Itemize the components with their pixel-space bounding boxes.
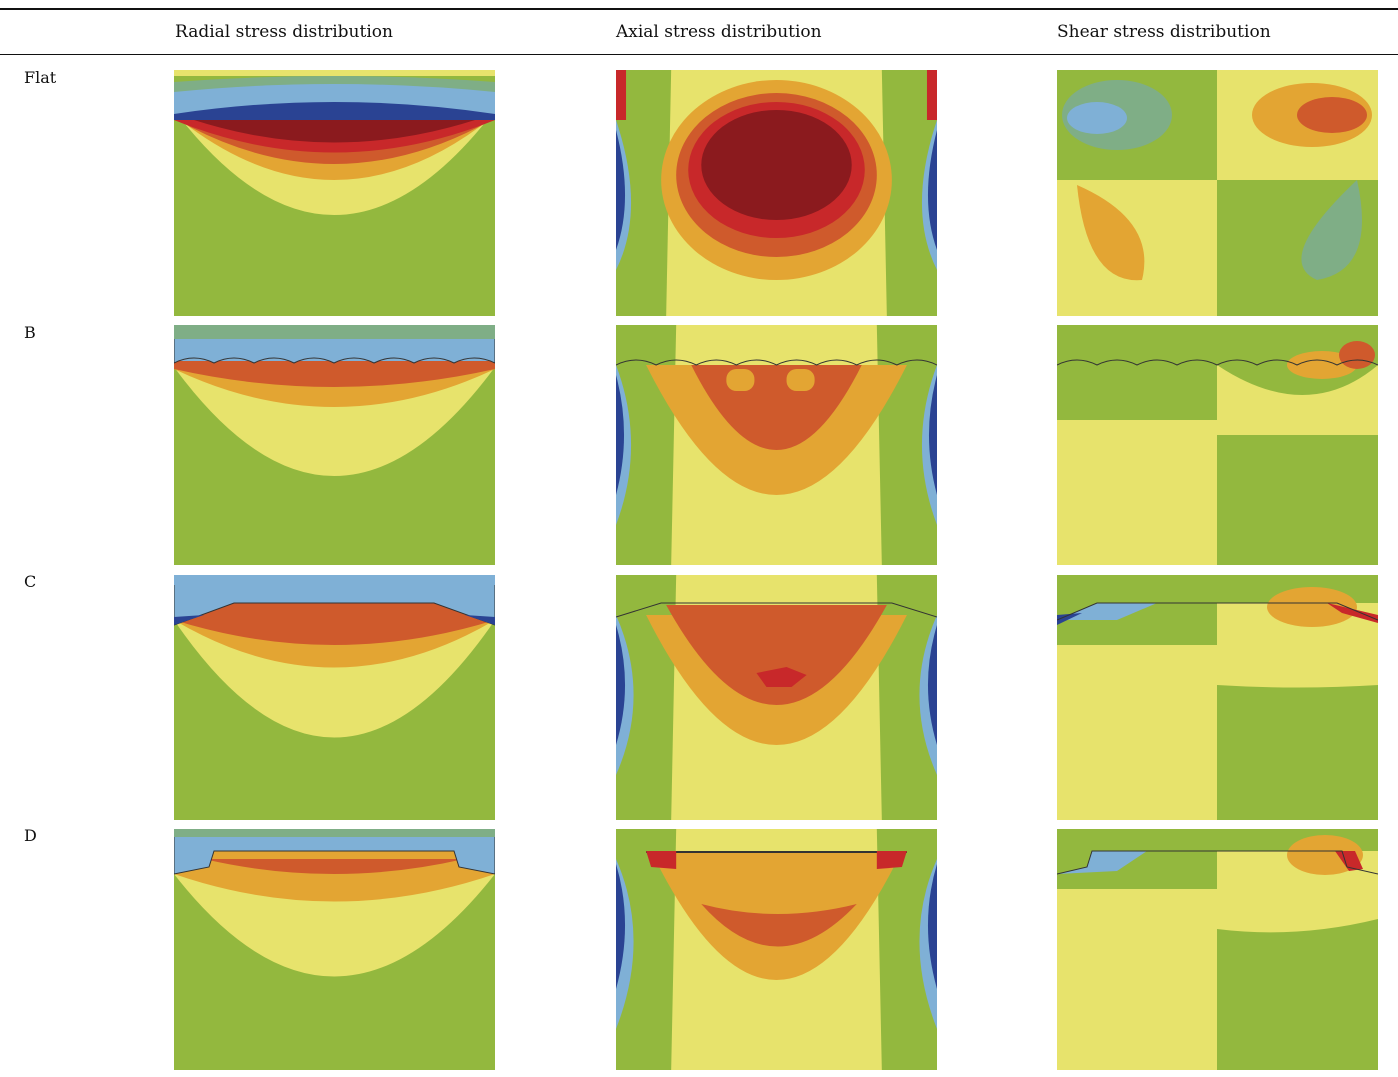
row-label-d: D bbox=[24, 826, 37, 845]
contour-d-axial bbox=[616, 829, 937, 1070]
contour-d-radial bbox=[174, 829, 495, 1070]
contour-flat-shear bbox=[1057, 70, 1378, 316]
column-header-shear: Shear stress distribution bbox=[1057, 22, 1271, 42]
contour-flat-axial bbox=[616, 70, 937, 316]
contour-b-axial bbox=[616, 325, 937, 565]
column-header-axial: Axial stress distribution bbox=[616, 22, 822, 42]
contour-b-radial bbox=[174, 325, 495, 565]
table-header-rule bbox=[0, 54, 1398, 55]
row-label-c: C bbox=[24, 572, 37, 591]
contour-d-shear bbox=[1057, 829, 1378, 1070]
row-label-b: B bbox=[24, 323, 36, 342]
contour-flat-radial bbox=[174, 70, 495, 316]
table-top-rule bbox=[0, 8, 1398, 10]
contour-c-shear bbox=[1057, 575, 1378, 820]
contour-c-axial bbox=[616, 575, 937, 820]
contour-c-radial bbox=[174, 575, 495, 820]
contour-b-shear bbox=[1057, 325, 1378, 565]
row-label-flat: Flat bbox=[24, 68, 57, 87]
column-header-radial: Radial stress distribution bbox=[175, 22, 393, 42]
